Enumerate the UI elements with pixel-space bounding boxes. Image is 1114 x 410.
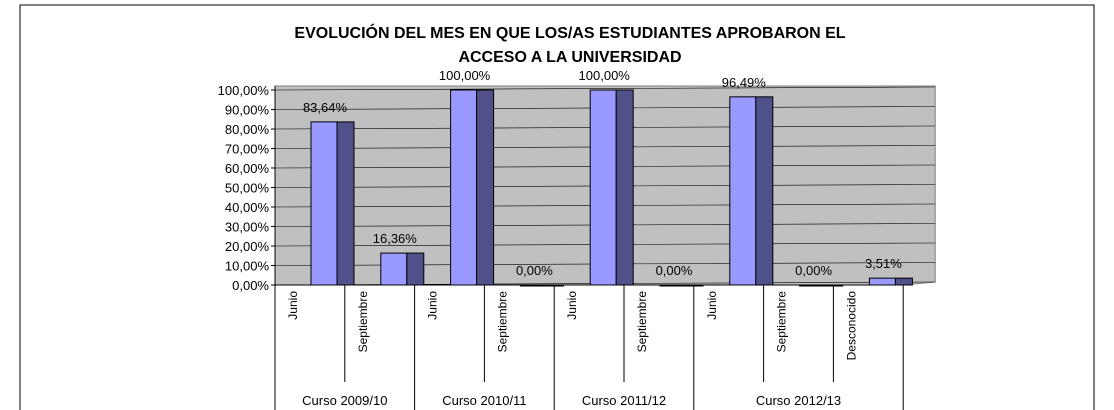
bar-side (336, 121, 355, 286)
x-tick-label: Septiembre (495, 291, 509, 353)
y-tick-label: 20,00% (225, 239, 270, 254)
bar (799, 284, 827, 287)
data-label: 100,00% (439, 68, 491, 83)
bar (380, 252, 408, 286)
data-label: 0,00% (795, 263, 832, 278)
y-tick-label: 40,00% (225, 200, 270, 215)
x-tick-label: Desconocido (844, 291, 858, 361)
x-tick-label: Junio (705, 291, 719, 320)
y-tick-label: 100,00% (218, 83, 270, 98)
y-tick-label: 70,00% (225, 142, 270, 157)
y-tick-label: 30,00% (225, 220, 270, 235)
group-label: Curso 2009/10 (302, 393, 387, 408)
bar-side (545, 284, 564, 287)
x-tick-label: Septiembre (356, 291, 370, 353)
data-label: 0,00% (656, 263, 693, 278)
y-tick-label: 10,00% (225, 259, 270, 274)
bar-side (685, 284, 704, 287)
x-tick-label: Junio (286, 291, 300, 320)
bar (519, 284, 547, 287)
x-tick-label: Junio (426, 291, 440, 320)
y-tick-label: 80,00% (225, 122, 270, 137)
y-tick-label: 60,00% (225, 161, 270, 176)
chart-title: EVOLUCIÓN DEL MES EN QUE LOS/AS ESTUDIAN… (294, 23, 845, 42)
bar-side (894, 277, 913, 286)
data-label: 100,00% (579, 68, 631, 83)
data-label: 0,00% (516, 263, 553, 278)
x-tick-label: Junio (565, 291, 579, 320)
chart-subtitle: ACCESO A LA UNIVERSIDAD (458, 49, 681, 66)
bar-side (406, 252, 425, 286)
group-label: Curso 2012/13 (756, 393, 841, 408)
group-label: Curso 2011/12 (582, 393, 666, 408)
bar (868, 277, 896, 286)
grid-line (274, 86, 936, 91)
data-label: 96,49% (722, 75, 767, 90)
y-tick-label: 0,00% (232, 278, 269, 293)
bar-side (476, 89, 495, 286)
y-tick-label: 90,00% (225, 103, 270, 118)
x-tick-label: Septiembre (775, 291, 789, 353)
bar-side (615, 89, 634, 286)
bar-side (825, 284, 844, 287)
x-tick-label: Septiembre (635, 291, 649, 353)
data-label: 3,51% (865, 256, 902, 271)
bar (659, 284, 687, 287)
bar (729, 96, 757, 286)
group-label: Curso 2010/11 (442, 393, 526, 408)
bar-side (755, 96, 774, 286)
bar (450, 89, 478, 286)
y-tick-label: 50,00% (225, 181, 270, 196)
data-label: 83,64% (303, 100, 348, 115)
bar (589, 89, 617, 286)
data-label: 16,36% (373, 231, 418, 246)
bar (310, 121, 338, 286)
